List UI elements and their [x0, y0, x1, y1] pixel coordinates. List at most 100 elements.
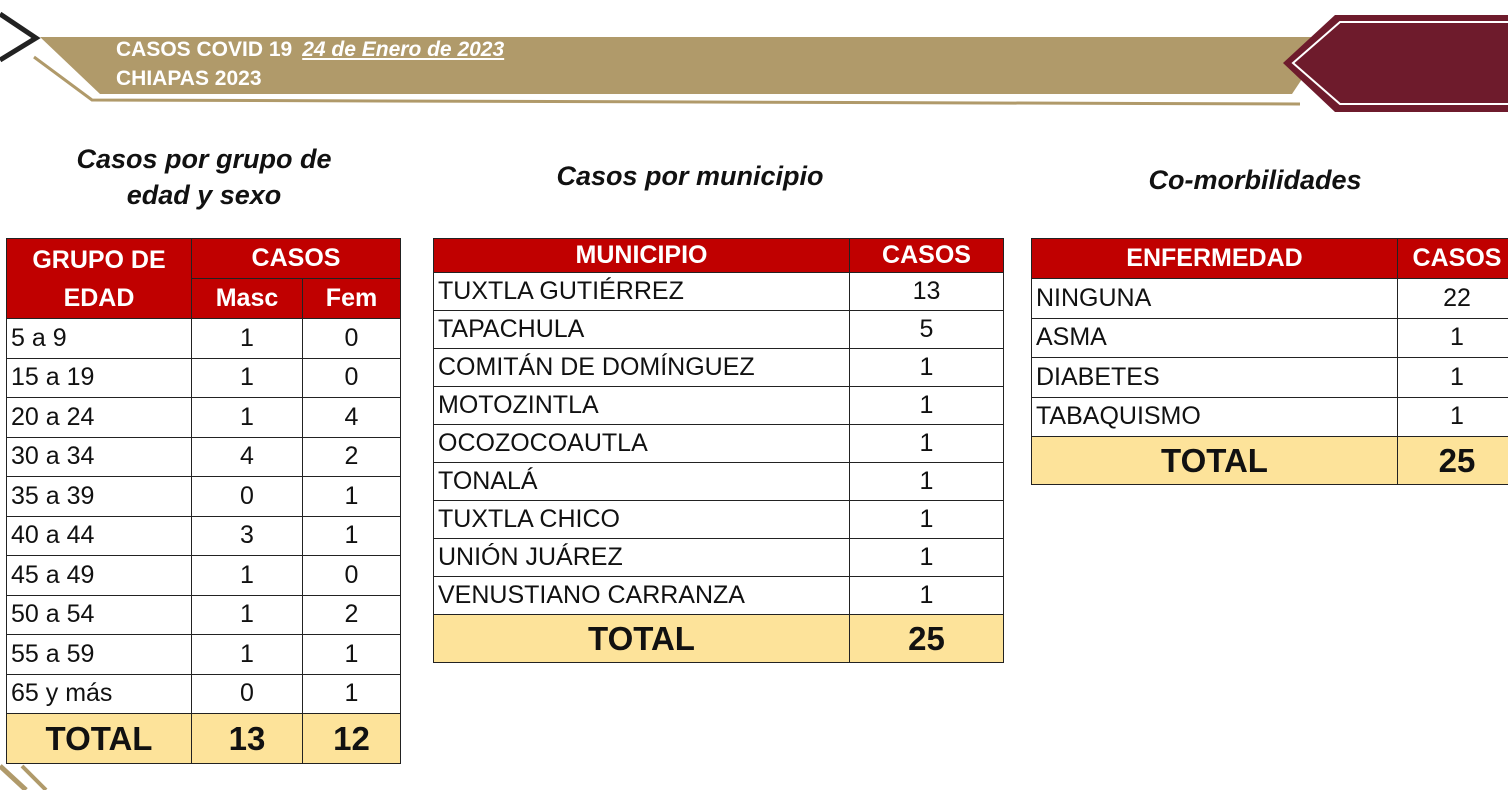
enfermedad-name-cell: NINGUNA: [1031, 278, 1398, 319]
col-group-header: GRUPO DE EDAD: [6, 238, 192, 319]
municipio-name-cell: TUXTLA GUTIÉRREZ: [433, 272, 850, 311]
enfermedad-cases-cell: 1: [1397, 317, 1508, 358]
table-row: 45 a 49 1 0: [6, 555, 401, 596]
municipio-title: Casos por municipio: [556, 161, 824, 191]
table-row: 50 a 54 1 2: [6, 594, 401, 635]
municipio-cases-cell: 1: [849, 538, 1004, 577]
corner-chevron-top-left: [0, 11, 41, 63]
municipio-table: MUNICIPIO CASOS TUXTLA GUTIÉRREZ 13 TAPAC…: [433, 238, 1004, 663]
municipio-cases-cell: 5: [849, 310, 1004, 349]
masc-cell: 4: [191, 436, 303, 477]
enfermedad-cases-cell: 1: [1397, 396, 1508, 437]
municipio-name-cell: COMITÁN DE DOMÍNGUEZ: [433, 348, 850, 387]
maroon-tab-inner-line: [1291, 21, 1508, 105]
col-masc-header: Masc: [191, 278, 303, 319]
age-sex-title-line1: Casos por grupo de: [76, 144, 332, 174]
municipio-cases-cell: 1: [849, 424, 1004, 463]
municipio-name-cell: UNIÓN JUÁREZ: [433, 538, 850, 577]
municipio-name-cell: TUXTLA CHICO: [433, 500, 850, 539]
fem-cell: 4: [302, 397, 401, 438]
table-row: DIABETES 1: [1031, 357, 1508, 398]
table-row: TUXTLA GUTIÉRREZ 13: [433, 272, 1004, 311]
table-row: TAPACHULA 5: [433, 310, 1004, 349]
table-row: OCOZOCOAUTLA 1: [433, 424, 1004, 463]
fem-cell: 2: [302, 594, 401, 635]
fem-cell: 2: [302, 436, 401, 477]
masc-cell: 1: [191, 594, 303, 635]
table-row: 40 a 44 3 1: [6, 515, 401, 556]
comorbidades-title: Co-morbilidades: [1148, 165, 1362, 195]
total-masc: 13: [191, 713, 303, 764]
municipio-cases-cell: 1: [849, 500, 1004, 539]
age-group-cell: 35 a 39: [6, 476, 192, 517]
fem-cell: 0: [302, 555, 401, 596]
age-group-cell: 20 a 24: [6, 397, 192, 438]
corner-line-bottom-left-2: [20, 764, 48, 790]
municipio-cases-cell: 1: [849, 462, 1004, 501]
table-row: 15 a 19 1 0: [6, 357, 401, 398]
comorbidades-table: ENFERMEDAD CASOS NINGUNA 22 ASMA 1 DIABETE…: [1031, 238, 1508, 485]
total-label: TOTAL: [433, 614, 850, 663]
fem-cell: 0: [302, 357, 401, 398]
total-cases: 25: [849, 614, 1004, 663]
gold-header-band: [40, 37, 1330, 94]
table-row: 55 a 59 1 1: [6, 634, 401, 675]
age-sex-title-line2: edad y sexo: [126, 180, 282, 210]
fem-cell: 1: [302, 515, 401, 556]
municipio-name-cell: MOTOZINTLA: [433, 386, 850, 425]
masc-cell: 3: [191, 515, 303, 556]
header-title-line: CASOS COVID 19 24 de Enero de 2023: [116, 37, 504, 63]
enfermedad-cases-cell: 1: [1397, 357, 1508, 398]
enfermedad-name-cell: TABAQUISMO: [1031, 396, 1398, 437]
total-label: TOTAL: [6, 713, 192, 764]
municipio-cases-cell: 13: [849, 272, 1004, 311]
table-row: TONALÁ 1: [433, 462, 1004, 501]
gold-header-underline: [33, 55, 1301, 106]
enfermedad-name-cell: ASMA: [1031, 317, 1398, 358]
age-sex-title: Casos por grupo de edad y sexo: [20, 141, 388, 213]
table-row: UNIÓN JUÁREZ 1: [433, 538, 1004, 577]
masc-cell: 1: [191, 357, 303, 398]
total-row: TOTAL 25: [433, 614, 1004, 663]
masc-cell: 1: [191, 318, 303, 359]
total-row: TOTAL 25: [1031, 436, 1508, 485]
masc-cell: 1: [191, 397, 303, 438]
enfermedad-name-cell: DIABETES: [1031, 357, 1398, 398]
maroon-header-tab: [1283, 15, 1508, 112]
age-group-cell: 50 a 54: [6, 594, 192, 635]
masc-cell: 1: [191, 555, 303, 596]
table-row: NINGUNA 22: [1031, 278, 1508, 319]
municipio-name-cell: TAPACHULA: [433, 310, 850, 349]
municipio-cases-cell: 1: [849, 576, 1004, 615]
masc-cell: 1: [191, 634, 303, 675]
col-group-header-line1: GRUPO DE: [32, 245, 166, 274]
age-group-cell: 55 a 59: [6, 634, 192, 675]
total-fem: 12: [302, 713, 401, 764]
municipio-header-row: MUNICIPIO CASOS: [433, 238, 1004, 273]
age-sex-subheader-row: Masc Fem: [7, 278, 401, 319]
table-row: MOTOZINTLA 1: [433, 386, 1004, 425]
header-subtitle: CHIAPAS 2023: [116, 67, 262, 90]
header-date: 24 de Enero de 2023: [302, 38, 505, 61]
age-sex-header-row: GRUPO DE EDAD CASOS: [6, 238, 401, 319]
age-group-cell: 15 a 19: [6, 357, 192, 398]
corner-line-bottom-left: [0, 764, 28, 790]
table-row: ASMA 1: [1031, 317, 1508, 358]
total-cases: 25: [1397, 436, 1508, 485]
col-municipio-header: MUNICIPIO: [433, 238, 850, 273]
col-group-header-line2: EDAD: [63, 283, 135, 312]
age-group-cell: 45 a 49: [6, 555, 192, 596]
age-group-cell: 30 a 34: [6, 436, 192, 477]
table-row: TABAQUISMO 1: [1031, 396, 1508, 437]
table-row: 30 a 34 4 2: [6, 436, 401, 477]
fem-cell: 0: [302, 318, 401, 359]
fem-cell: 1: [302, 634, 401, 675]
table-row: 65 y más 0 1: [6, 673, 401, 714]
comorbidades-header-row: ENFERMEDAD CASOS: [1031, 238, 1508, 279]
table-row: 20 a 24 1 4: [6, 397, 401, 438]
col-casos-header: CASOS: [849, 238, 1004, 273]
fem-cell: 1: [302, 673, 401, 714]
municipio-cases-cell: 1: [849, 348, 1004, 387]
